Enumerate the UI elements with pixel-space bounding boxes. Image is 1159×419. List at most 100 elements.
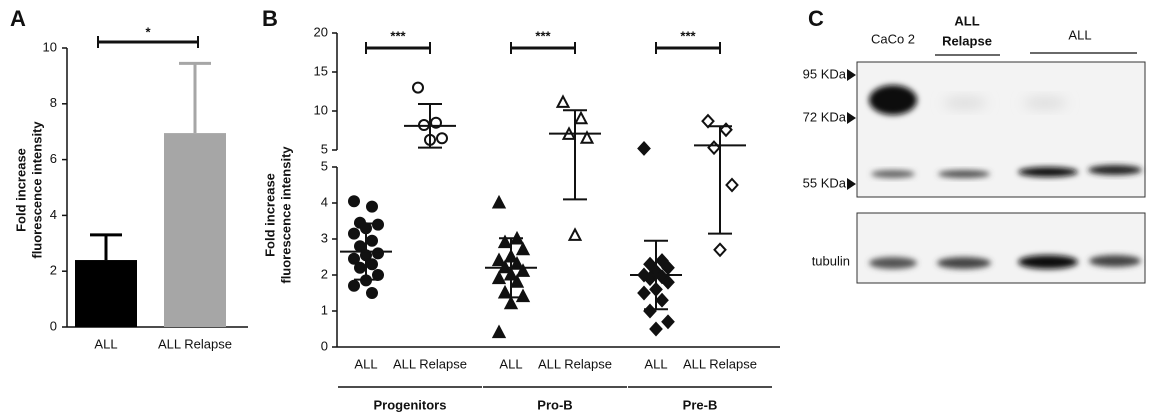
band [1089, 255, 1141, 267]
point [506, 298, 517, 309]
y-tick-label: 2 [321, 266, 328, 281]
y-tick-label: 2 [50, 263, 57, 278]
bar [164, 133, 226, 327]
y-axis-label: fluorescence intensity [278, 146, 293, 284]
point [715, 244, 726, 256]
point [373, 248, 383, 258]
point [570, 229, 581, 240]
point [663, 316, 674, 328]
y-tick-label: 0 [50, 318, 57, 333]
group-label: Pre-B [683, 397, 718, 412]
y-tick-label: 20 [314, 24, 328, 39]
y-axis-label: Fold increase [262, 173, 277, 257]
point [645, 305, 656, 317]
y-axis-label: Fold increase [13, 148, 28, 232]
y-tick-label: 4 [50, 207, 57, 222]
point [494, 255, 505, 266]
point [500, 287, 511, 298]
panel-label: B [262, 6, 278, 31]
band [871, 170, 915, 178]
point [639, 142, 650, 154]
point [494, 273, 505, 284]
blot-panel: C CaCo 2 ALL Relapse ALL 95 KDa 72 KDa 5… [803, 6, 1145, 283]
panel-label: A [10, 6, 26, 31]
point [518, 291, 529, 302]
band [1088, 165, 1142, 175]
significance-label: *** [535, 28, 551, 43]
band [1023, 97, 1067, 109]
x-tick-label: ALL Relapse [683, 356, 757, 371]
band [1018, 167, 1078, 177]
group-label: Progenitors [374, 397, 447, 412]
x-tick-label: ALL Relapse [538, 356, 612, 371]
y-tick-label: 3 [321, 230, 328, 245]
y-tick-label: 6 [50, 151, 57, 166]
blot [857, 213, 1145, 283]
x-tick-label: ALL [499, 356, 522, 371]
point [727, 179, 738, 191]
point [349, 281, 359, 291]
point [558, 96, 569, 107]
point [349, 196, 359, 206]
point [518, 244, 529, 255]
significance-label: * [145, 24, 151, 39]
y-tick-label: 5 [321, 141, 328, 156]
point [367, 236, 377, 246]
point [437, 133, 447, 143]
band [943, 97, 987, 109]
point [355, 263, 365, 273]
y-tick-label: 5 [321, 158, 328, 173]
x-tick-label: ALL Relapse [158, 336, 232, 351]
marker-label: 55 KDa [803, 175, 847, 190]
band [937, 257, 991, 269]
bar [75, 260, 137, 327]
point [413, 83, 423, 93]
point [367, 259, 377, 269]
point [349, 229, 359, 239]
marker-arrow [847, 69, 856, 81]
y-tick-label: 15 [314, 63, 328, 78]
marker-arrow [847, 112, 856, 124]
point [494, 327, 505, 338]
marker-label: 95 KDa [803, 66, 847, 81]
panel-label: C [808, 6, 824, 31]
significance-label: *** [390, 28, 406, 43]
marker-label: 72 KDa [803, 109, 847, 124]
y-tick-label: 10 [43, 39, 57, 54]
point [576, 113, 587, 124]
point [373, 220, 383, 230]
point [651, 323, 662, 335]
point [657, 294, 668, 306]
x-tick-label: ALL [94, 336, 117, 351]
lane-label: CaCo 2 [871, 31, 915, 46]
point [367, 202, 377, 212]
y-tick-label: 4 [321, 194, 328, 209]
band [869, 85, 917, 115]
point [639, 287, 650, 299]
point [349, 254, 359, 264]
group-label: Pro-B [537, 397, 572, 412]
lane-label: ALL [1068, 27, 1091, 42]
band [1018, 255, 1078, 269]
y-tick-label: 8 [50, 95, 57, 110]
lane-label: ALL [954, 13, 979, 28]
marker-arrow [847, 178, 856, 190]
x-tick-label: ALL Relapse [393, 356, 467, 371]
y-tick-label: 0 [321, 338, 328, 353]
point [367, 288, 377, 298]
lane-label: Relapse [942, 33, 992, 48]
band [869, 257, 917, 269]
y-tick-label: 10 [314, 102, 328, 117]
y-axis-label: fluorescence intensity [29, 121, 44, 259]
point [373, 270, 383, 280]
y-tick-label: 1 [321, 302, 328, 317]
band [938, 170, 990, 178]
x-tick-label: ALL [644, 356, 667, 371]
x-tick-label: ALL [354, 356, 377, 371]
significance-label: *** [680, 28, 696, 43]
loading-control-label: tubulin [812, 253, 850, 268]
point [709, 142, 720, 154]
figure: C CaCo 2 ALL Relapse ALL 95 KDa 72 KDa 5… [0, 0, 1159, 419]
point [494, 197, 505, 208]
point [355, 241, 365, 251]
